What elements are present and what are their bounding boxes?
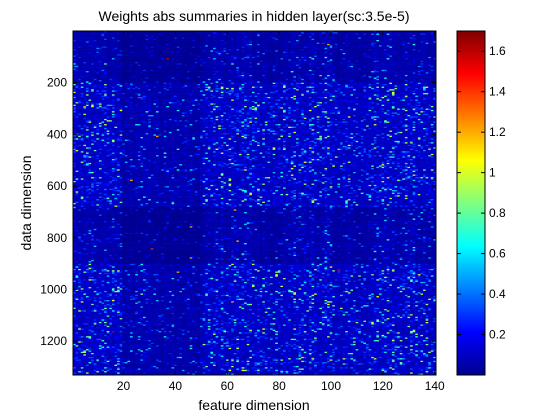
chart-title: Weights abs summaries in hidden layer(sc… [99,8,410,24]
heatmap-cells [73,31,436,375]
